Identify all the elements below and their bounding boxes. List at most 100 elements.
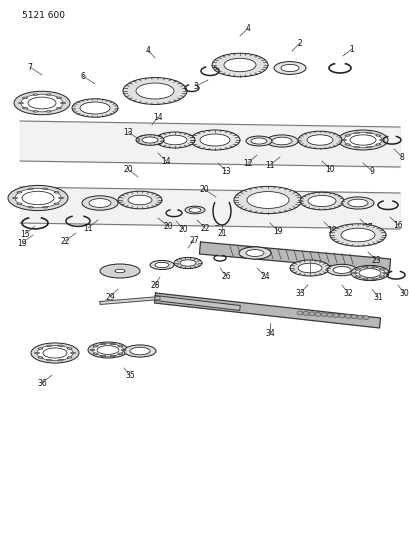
Ellipse shape bbox=[245, 136, 271, 146]
Ellipse shape bbox=[344, 144, 349, 145]
Text: 12: 12 bbox=[243, 158, 252, 167]
Ellipse shape bbox=[379, 139, 384, 141]
Ellipse shape bbox=[356, 315, 362, 319]
Ellipse shape bbox=[72, 99, 118, 117]
Ellipse shape bbox=[155, 132, 195, 148]
Ellipse shape bbox=[28, 206, 33, 208]
Text: 25: 25 bbox=[304, 269, 314, 278]
Ellipse shape bbox=[265, 135, 297, 147]
Ellipse shape bbox=[344, 314, 350, 318]
Ellipse shape bbox=[350, 265, 388, 280]
Ellipse shape bbox=[33, 111, 38, 112]
Ellipse shape bbox=[245, 249, 263, 256]
Ellipse shape bbox=[297, 263, 321, 273]
Ellipse shape bbox=[43, 188, 47, 190]
Ellipse shape bbox=[136, 83, 173, 99]
Ellipse shape bbox=[289, 260, 329, 276]
Text: 5121 600: 5121 600 bbox=[22, 11, 65, 20]
Text: 23: 23 bbox=[370, 255, 380, 264]
Ellipse shape bbox=[115, 269, 125, 273]
Ellipse shape bbox=[180, 260, 196, 266]
Ellipse shape bbox=[80, 102, 110, 114]
Ellipse shape bbox=[89, 199, 111, 207]
Ellipse shape bbox=[184, 206, 204, 214]
Text: 21: 21 bbox=[217, 229, 226, 238]
Ellipse shape bbox=[28, 188, 33, 190]
Ellipse shape bbox=[15, 188, 61, 208]
Ellipse shape bbox=[326, 313, 332, 317]
Ellipse shape bbox=[299, 192, 343, 210]
Ellipse shape bbox=[43, 348, 67, 358]
Ellipse shape bbox=[47, 345, 52, 346]
Ellipse shape bbox=[18, 102, 23, 104]
Text: 1: 1 bbox=[349, 44, 353, 53]
Ellipse shape bbox=[110, 355, 115, 357]
Ellipse shape bbox=[92, 344, 123, 356]
Ellipse shape bbox=[326, 264, 356, 276]
Text: 13: 13 bbox=[123, 127, 133, 136]
Polygon shape bbox=[154, 295, 240, 311]
Ellipse shape bbox=[123, 78, 187, 104]
Ellipse shape bbox=[343, 132, 381, 148]
Ellipse shape bbox=[375, 135, 380, 136]
Ellipse shape bbox=[130, 347, 150, 355]
Text: 31: 31 bbox=[372, 293, 382, 302]
Text: 4: 4 bbox=[145, 45, 150, 54]
Text: 22: 22 bbox=[200, 223, 209, 232]
Ellipse shape bbox=[38, 348, 43, 349]
Text: 10: 10 bbox=[324, 165, 334, 174]
Text: 36: 36 bbox=[37, 378, 47, 387]
Ellipse shape bbox=[314, 312, 320, 316]
Ellipse shape bbox=[56, 97, 61, 99]
Ellipse shape bbox=[362, 266, 367, 268]
Ellipse shape bbox=[382, 272, 387, 274]
Text: 16: 16 bbox=[392, 221, 402, 230]
Ellipse shape bbox=[200, 134, 229, 146]
Ellipse shape bbox=[121, 349, 126, 351]
Ellipse shape bbox=[379, 276, 384, 277]
Ellipse shape bbox=[82, 196, 118, 210]
Text: 13: 13 bbox=[220, 166, 230, 175]
Ellipse shape bbox=[88, 342, 128, 358]
Ellipse shape bbox=[366, 132, 371, 133]
Ellipse shape bbox=[101, 343, 106, 345]
Text: 6: 6 bbox=[80, 71, 85, 80]
Text: 29: 29 bbox=[105, 293, 115, 302]
Text: 4: 4 bbox=[245, 23, 250, 33]
Ellipse shape bbox=[54, 203, 59, 205]
Ellipse shape bbox=[306, 135, 332, 145]
Ellipse shape bbox=[97, 345, 119, 354]
Text: 11: 11 bbox=[83, 223, 92, 232]
Ellipse shape bbox=[302, 311, 308, 316]
Ellipse shape bbox=[340, 228, 374, 242]
Ellipse shape bbox=[347, 199, 367, 207]
Ellipse shape bbox=[234, 187, 301, 214]
Ellipse shape bbox=[93, 353, 98, 354]
Ellipse shape bbox=[280, 64, 298, 71]
Ellipse shape bbox=[17, 191, 22, 193]
Text: 7: 7 bbox=[27, 62, 32, 71]
Ellipse shape bbox=[118, 191, 162, 209]
Text: 14: 14 bbox=[153, 112, 162, 122]
Ellipse shape bbox=[128, 195, 152, 205]
Text: 19: 19 bbox=[272, 227, 282, 236]
Ellipse shape bbox=[21, 94, 63, 112]
Ellipse shape bbox=[344, 135, 349, 136]
Ellipse shape bbox=[58, 359, 63, 361]
Ellipse shape bbox=[155, 262, 169, 268]
Ellipse shape bbox=[70, 352, 75, 354]
Ellipse shape bbox=[332, 313, 338, 318]
Text: 22: 22 bbox=[60, 237, 70, 246]
Text: 33: 33 bbox=[294, 288, 304, 297]
Ellipse shape bbox=[136, 135, 164, 146]
Ellipse shape bbox=[296, 311, 302, 315]
Text: 20: 20 bbox=[163, 222, 172, 230]
Ellipse shape bbox=[14, 91, 70, 115]
Ellipse shape bbox=[271, 137, 291, 145]
Ellipse shape bbox=[238, 247, 270, 259]
Text: 8: 8 bbox=[399, 152, 403, 161]
Ellipse shape bbox=[362, 278, 367, 279]
Text: 17: 17 bbox=[362, 222, 372, 231]
Ellipse shape bbox=[38, 357, 43, 358]
Ellipse shape bbox=[31, 343, 79, 363]
